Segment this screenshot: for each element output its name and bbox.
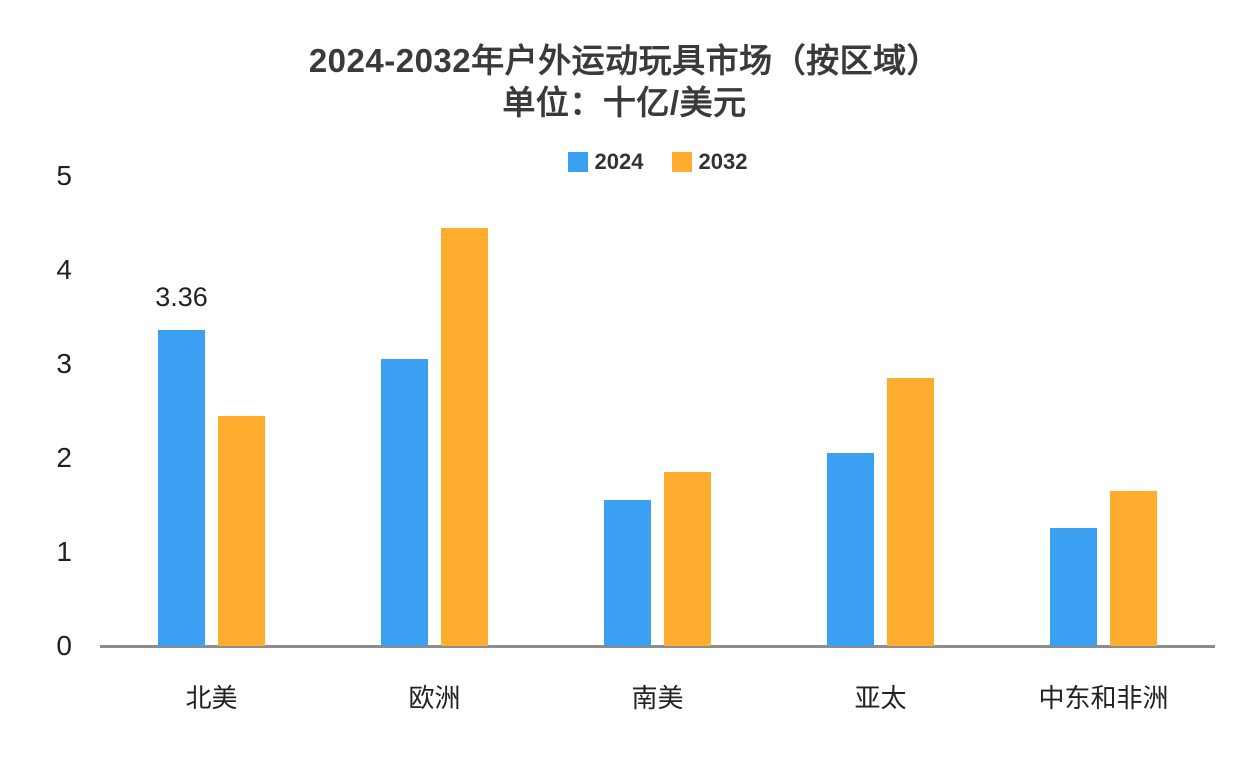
x-axis-line [100,645,1215,648]
bar-value-label: 3.36 [155,282,208,312]
legend-swatch-icon-2024 [567,152,588,172]
x-axis-category-label-1: 北美 [185,683,238,713]
title-block: 2024-2032年户外运动玩具市场（按区域） 单位：十亿/美元 [0,40,1249,124]
legend-label-2024: 2024 [594,149,644,174]
legend: 2024 2032 [100,150,1215,174]
chart-subtitle: 单位：十亿/美元 [502,84,747,121]
y-axis-tick-label-3: 3 [56,348,72,379]
bar-2024-category-2 [381,359,428,646]
legend-label-2032: 2032 [698,149,748,174]
bar-2024-category-5 [1050,528,1097,646]
bar-2032-category-2 [441,228,488,646]
y-axis-tick-label-5: 5 [56,160,72,191]
bar-2024-category-3 [604,500,651,646]
y-axis-tick-label-4: 4 [56,254,72,285]
bar-2032-category-4 [887,378,934,646]
bar-2024-category-1 [158,330,205,646]
x-axis-category-label-4: 亚太 [854,683,907,713]
bar-2024-category-4 [827,453,874,646]
y-axis-tick-label-0: 0 [56,630,72,661]
bar-2032-category-1 [218,416,265,646]
y-axis-tick-label-2: 2 [56,442,72,473]
bar-2032-category-5 [1110,491,1157,646]
x-axis-category-label-3: 南美 [631,683,684,713]
x-axis-category-label-5: 中东和非洲 [1038,683,1169,713]
chart-title: 2024-2032年户外运动玩具市场（按区域） [308,42,941,79]
y-axis-tick-label-1: 1 [56,536,72,567]
legend-item-2032: 2032 [671,149,748,174]
bar-2032-category-3 [664,472,711,646]
legend-swatch-icon-2032 [671,152,692,172]
x-axis-category-label-2: 欧洲 [408,683,461,713]
legend-item-2024: 2024 [567,149,644,174]
